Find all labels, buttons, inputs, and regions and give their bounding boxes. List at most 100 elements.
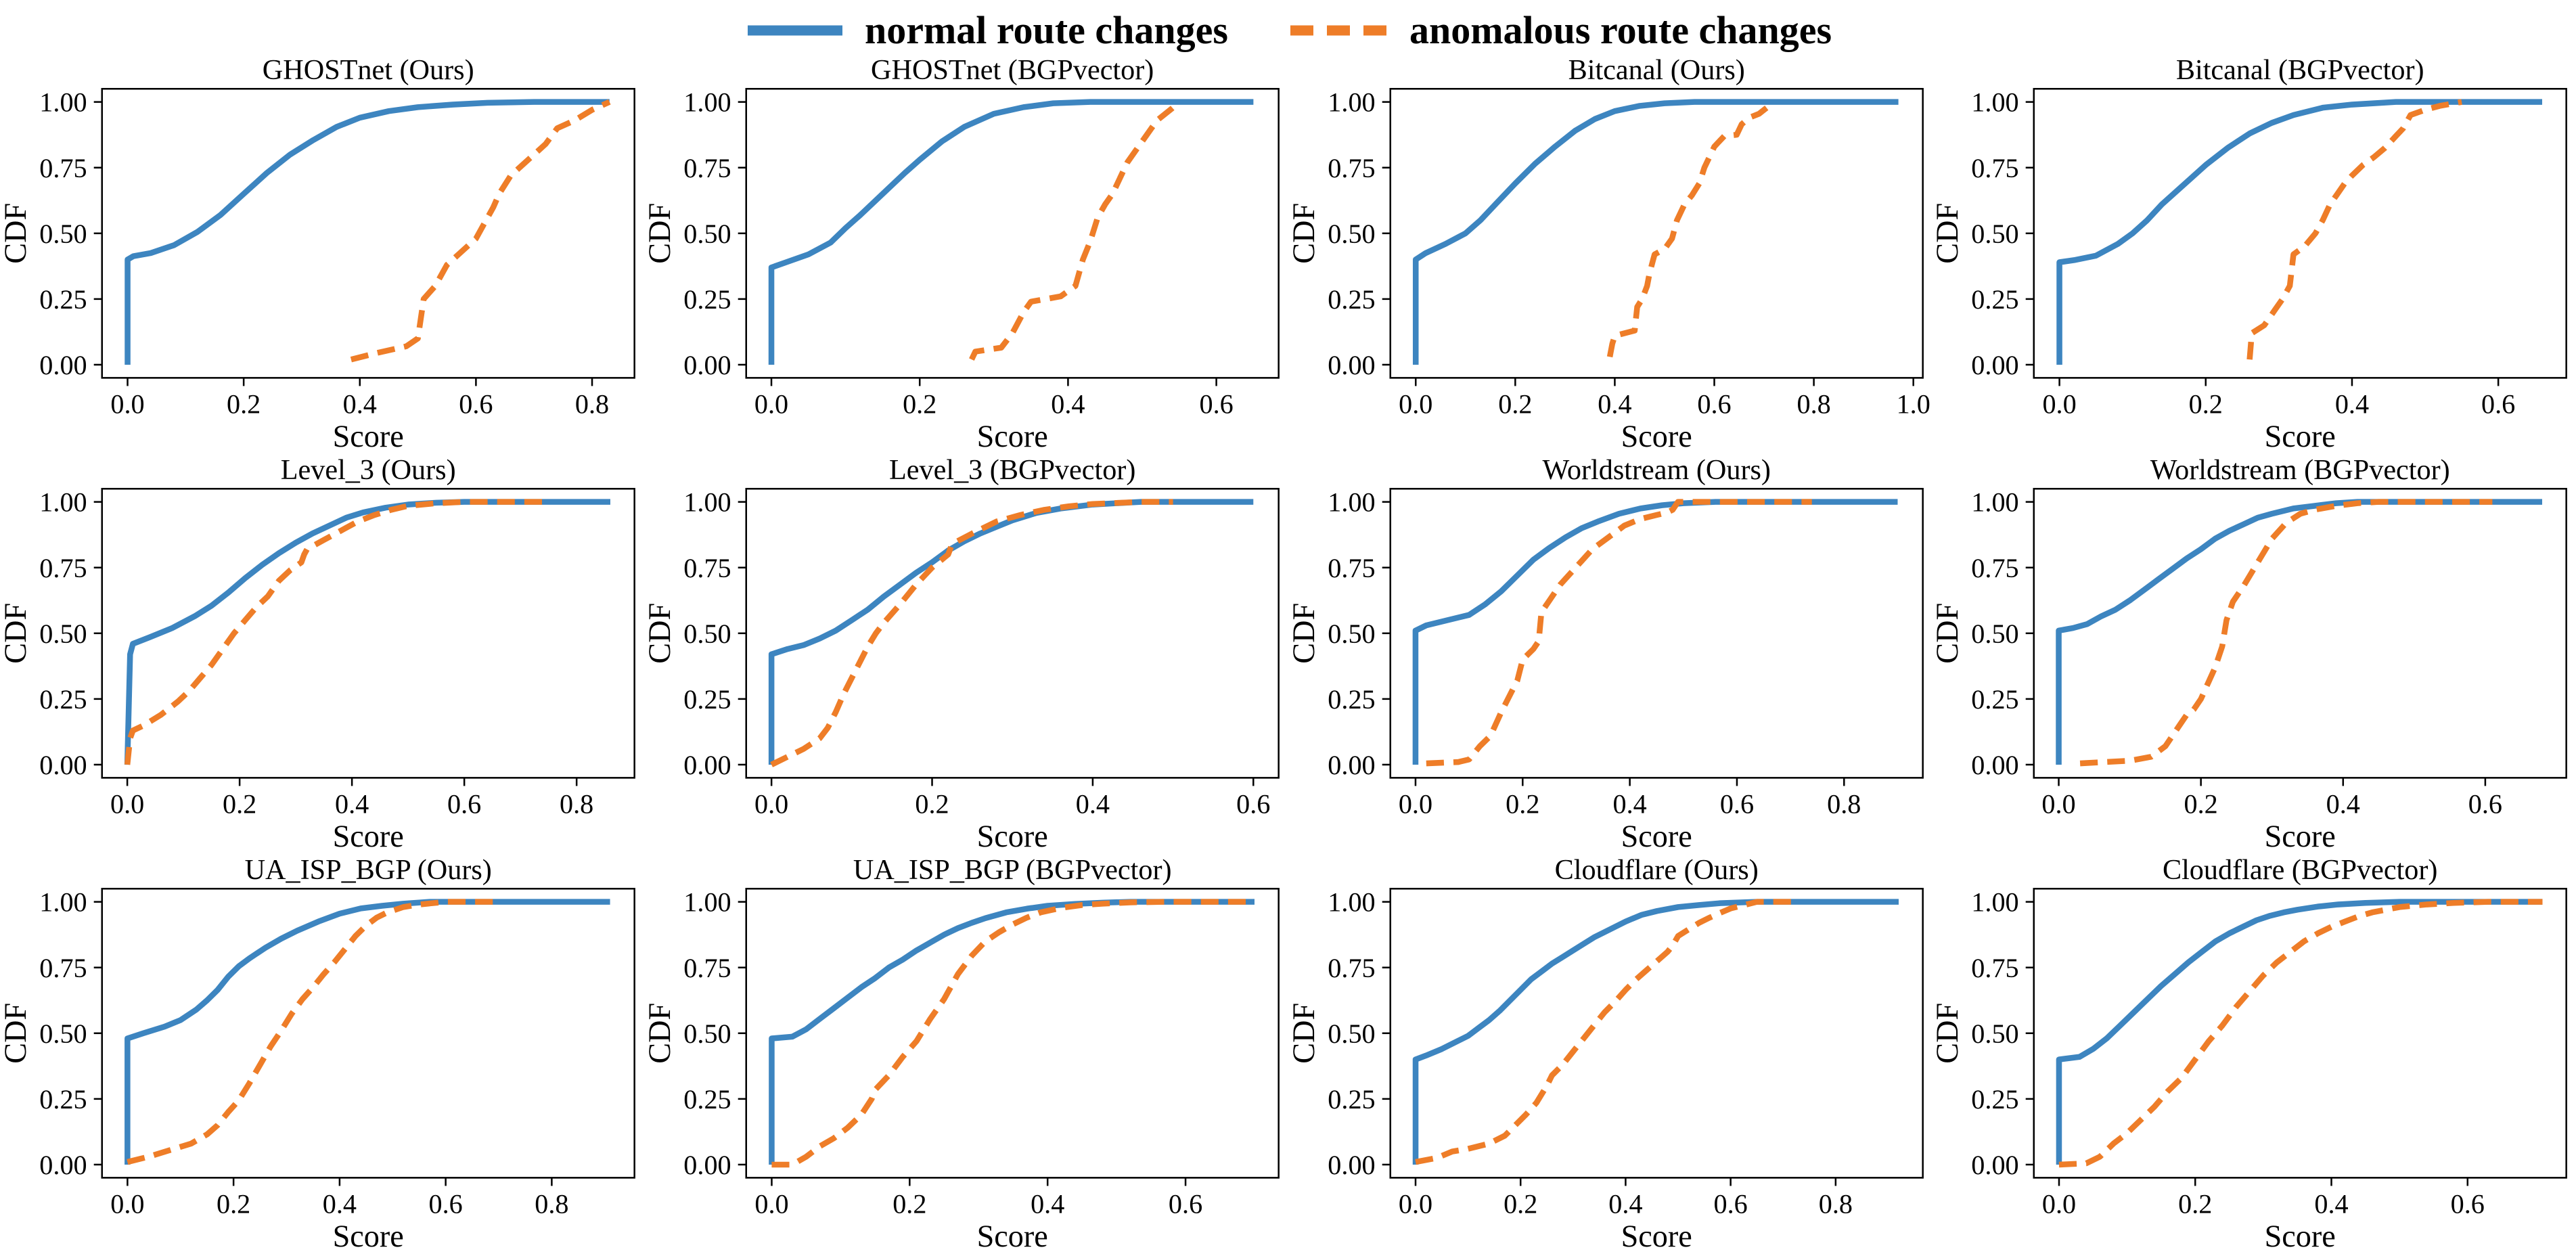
subplot-title: Bitcanal (BGPvector) <box>2176 56 2424 86</box>
x-tick-label: 0.6 <box>2481 389 2515 420</box>
x-tick-label: 0.4 <box>1076 789 1110 820</box>
y-tick-label: 1.00 <box>39 87 87 118</box>
subplot-svg: Worldstream (Ours) 0.0 0.2 0.4 0.6 0.8 0.00 0.2… <box>1288 456 1924 853</box>
axes-frame <box>1389 88 1924 379</box>
y-tick-label: 0.25 <box>39 284 87 315</box>
y-axis-label: CDF <box>1288 603 1321 664</box>
y-tick-label: 0.00 <box>39 350 87 380</box>
y-tick-label: 1.00 <box>683 887 731 918</box>
y-tick-label: 0.25 <box>683 1084 731 1115</box>
x-tick-label: 0.0 <box>2043 389 2077 420</box>
subplot-title: Worldstream (Ours) <box>1542 456 1771 486</box>
axes-frame <box>745 88 1280 379</box>
x-axis-label: Score <box>976 819 1047 853</box>
y-tick-label: 0.25 <box>1328 1084 1375 1115</box>
x-axis-label: Score <box>2265 1219 2336 1253</box>
subplot-title: Cloudflare (Ours) <box>1554 856 1758 886</box>
legend-anomalous-label: anomalous route changes <box>1409 7 1832 52</box>
y-tick-label: 0.00 <box>683 750 731 780</box>
axes-frame <box>745 488 1280 779</box>
y-tick-label: 0.00 <box>39 750 87 780</box>
anomalous-curve <box>2080 499 2493 767</box>
x-tick-label: 0.0 <box>754 389 788 420</box>
y-tick-label: 0.25 <box>683 284 731 315</box>
x-tick-label: 0.2 <box>1506 789 1539 820</box>
y-axis-label: CDF <box>1932 1003 1964 1064</box>
x-tick-label: 0.4 <box>2315 1189 2349 1219</box>
y-tick-label: 0.75 <box>683 153 731 183</box>
y-tick-label: 0.50 <box>1328 1018 1375 1049</box>
normal-curve <box>768 899 1255 1165</box>
subplot-svg: GHOSTnet (Ours) 0.0 0.2 0.4 0.6 0.8 0.00 0.25 0.… <box>0 56 635 453</box>
y-tick-label: 0.00 <box>683 350 731 380</box>
anomalous-curve <box>771 899 1255 1168</box>
normal-curve <box>124 499 610 765</box>
normal-curve <box>2056 899 2543 1165</box>
normal-curve <box>768 499 1254 765</box>
x-tick-label: 0.4 <box>323 1189 357 1219</box>
axes-frame <box>1389 488 1924 779</box>
axes-frame <box>2033 88 2568 379</box>
x-tick-label: 0.0 <box>754 1189 788 1219</box>
x-tick-label: 0.4 <box>1051 389 1085 420</box>
normal-curve <box>125 899 610 1165</box>
x-tick-label: 0.6 <box>459 389 493 420</box>
y-tick-label: 1.00 <box>1972 887 2019 918</box>
y-axis-label: CDF <box>1288 1003 1321 1064</box>
x-axis-label: Score <box>976 1219 1047 1253</box>
anomalous-curve <box>350 99 611 363</box>
x-tick-label: 0.0 <box>110 1189 144 1219</box>
x-tick-label: 0.2 <box>223 789 256 820</box>
normal-curve <box>125 99 610 365</box>
x-axis-label: Score <box>333 1219 404 1253</box>
y-tick-label: 0.50 <box>683 219 731 249</box>
y-tick-label: 0.75 <box>39 153 87 183</box>
x-tick-label: 0.4 <box>335 789 369 820</box>
x-tick-label: 0.2 <box>892 1189 926 1219</box>
normal-curve <box>1412 99 1899 365</box>
subplot-svg: Level_3 (BGPvector) 0.0 0.2 0.4 0.6 0.00 0.25 0… <box>644 456 1280 853</box>
subplot-title: Cloudflare (BGPvector) <box>2163 856 2438 886</box>
subplot-svg: Bitcanal (BGPvector) 0.0 0.2 0.4 0.6 0.00 0.25… <box>1932 56 2568 453</box>
x-tick-label: 0.6 <box>1719 789 1753 820</box>
subplot-title: Level_3 (Ours) <box>281 456 456 486</box>
subplot-title: UA_ISP_BGP (Ours) <box>245 856 492 886</box>
subplot: UA_ISP_BGP (BGPvector) 0.0 0.2 0.4 0.6 0.00 0.… <box>644 856 1288 1256</box>
y-tick-label: 0.00 <box>1328 1150 1375 1180</box>
legend-item-anomalous: anomalous route changes <box>1289 7 1832 52</box>
y-axis-label: CDF <box>644 1003 677 1064</box>
axes-frame <box>101 488 635 779</box>
x-tick-label: 0.0 <box>1398 1189 1432 1219</box>
subplot-svg: Worldstream (BGPvector) 0.0 0.2 0.4 0.6 0.00 0… <box>1932 456 2568 853</box>
y-tick-label: 0.25 <box>1972 684 2019 715</box>
y-tick-label: 0.75 <box>39 553 87 583</box>
subplot: Level_3 (BGPvector) 0.0 0.2 0.4 0.6 0.00 0.25 0… <box>644 456 1288 856</box>
x-axis-label: Score <box>1621 819 1692 853</box>
y-tick-label: 0.75 <box>1972 953 2019 983</box>
x-tick-label: 0.0 <box>2042 1189 2076 1219</box>
x-tick-label: 1.0 <box>1896 389 1930 420</box>
subplot: Cloudflare (Ours) 0.0 0.2 0.4 0.6 0.8 0.00 0.25… <box>1288 856 1933 1256</box>
anomalous-line-icon <box>1290 25 1391 36</box>
x-tick-label: 0.2 <box>1504 1189 1537 1219</box>
x-tick-label: 0.4 <box>2326 789 2360 820</box>
y-tick-label: 0.50 <box>1328 619 1375 649</box>
subplot: Cloudflare (BGPvector) 0.0 0.2 0.4 0.6 0.00 0.… <box>1932 856 2576 1256</box>
subplot: Level_3 (Ours) 0.0 0.2 0.4 0.6 0.8 0.00 0.25 0.5… <box>0 456 644 856</box>
y-tick-label: 0.00 <box>683 1150 731 1180</box>
subplot-svg: Cloudflare (BGPvector) 0.0 0.2 0.4 0.6 0.00 0.… <box>1932 856 2568 1253</box>
y-tick-label: 0.50 <box>39 619 87 649</box>
x-tick-label: 0.8 <box>575 389 609 420</box>
x-axis-label: Score <box>333 819 404 853</box>
x-axis-label: Score <box>2265 419 2336 453</box>
legend-normal-label: normal route changes <box>864 7 1228 52</box>
x-tick-label: 0.4 <box>1612 789 1646 820</box>
y-tick-label: 0.25 <box>1328 284 1375 315</box>
x-tick-label: 0.6 <box>1236 789 1270 820</box>
anomalous-curve <box>2246 99 2463 360</box>
x-tick-label: 0.8 <box>560 789 593 820</box>
chart-grid: GHOSTnet (Ours) 0.0 0.2 0.4 0.6 0.8 0.00 0.25 0.… <box>0 56 2576 1256</box>
subplot: GHOSTnet (Ours) 0.0 0.2 0.4 0.6 0.8 0.00 0.25 0.… <box>0 56 644 456</box>
x-tick-label: 0.4 <box>1608 1189 1642 1219</box>
y-tick-label: 1.00 <box>1972 87 2019 118</box>
